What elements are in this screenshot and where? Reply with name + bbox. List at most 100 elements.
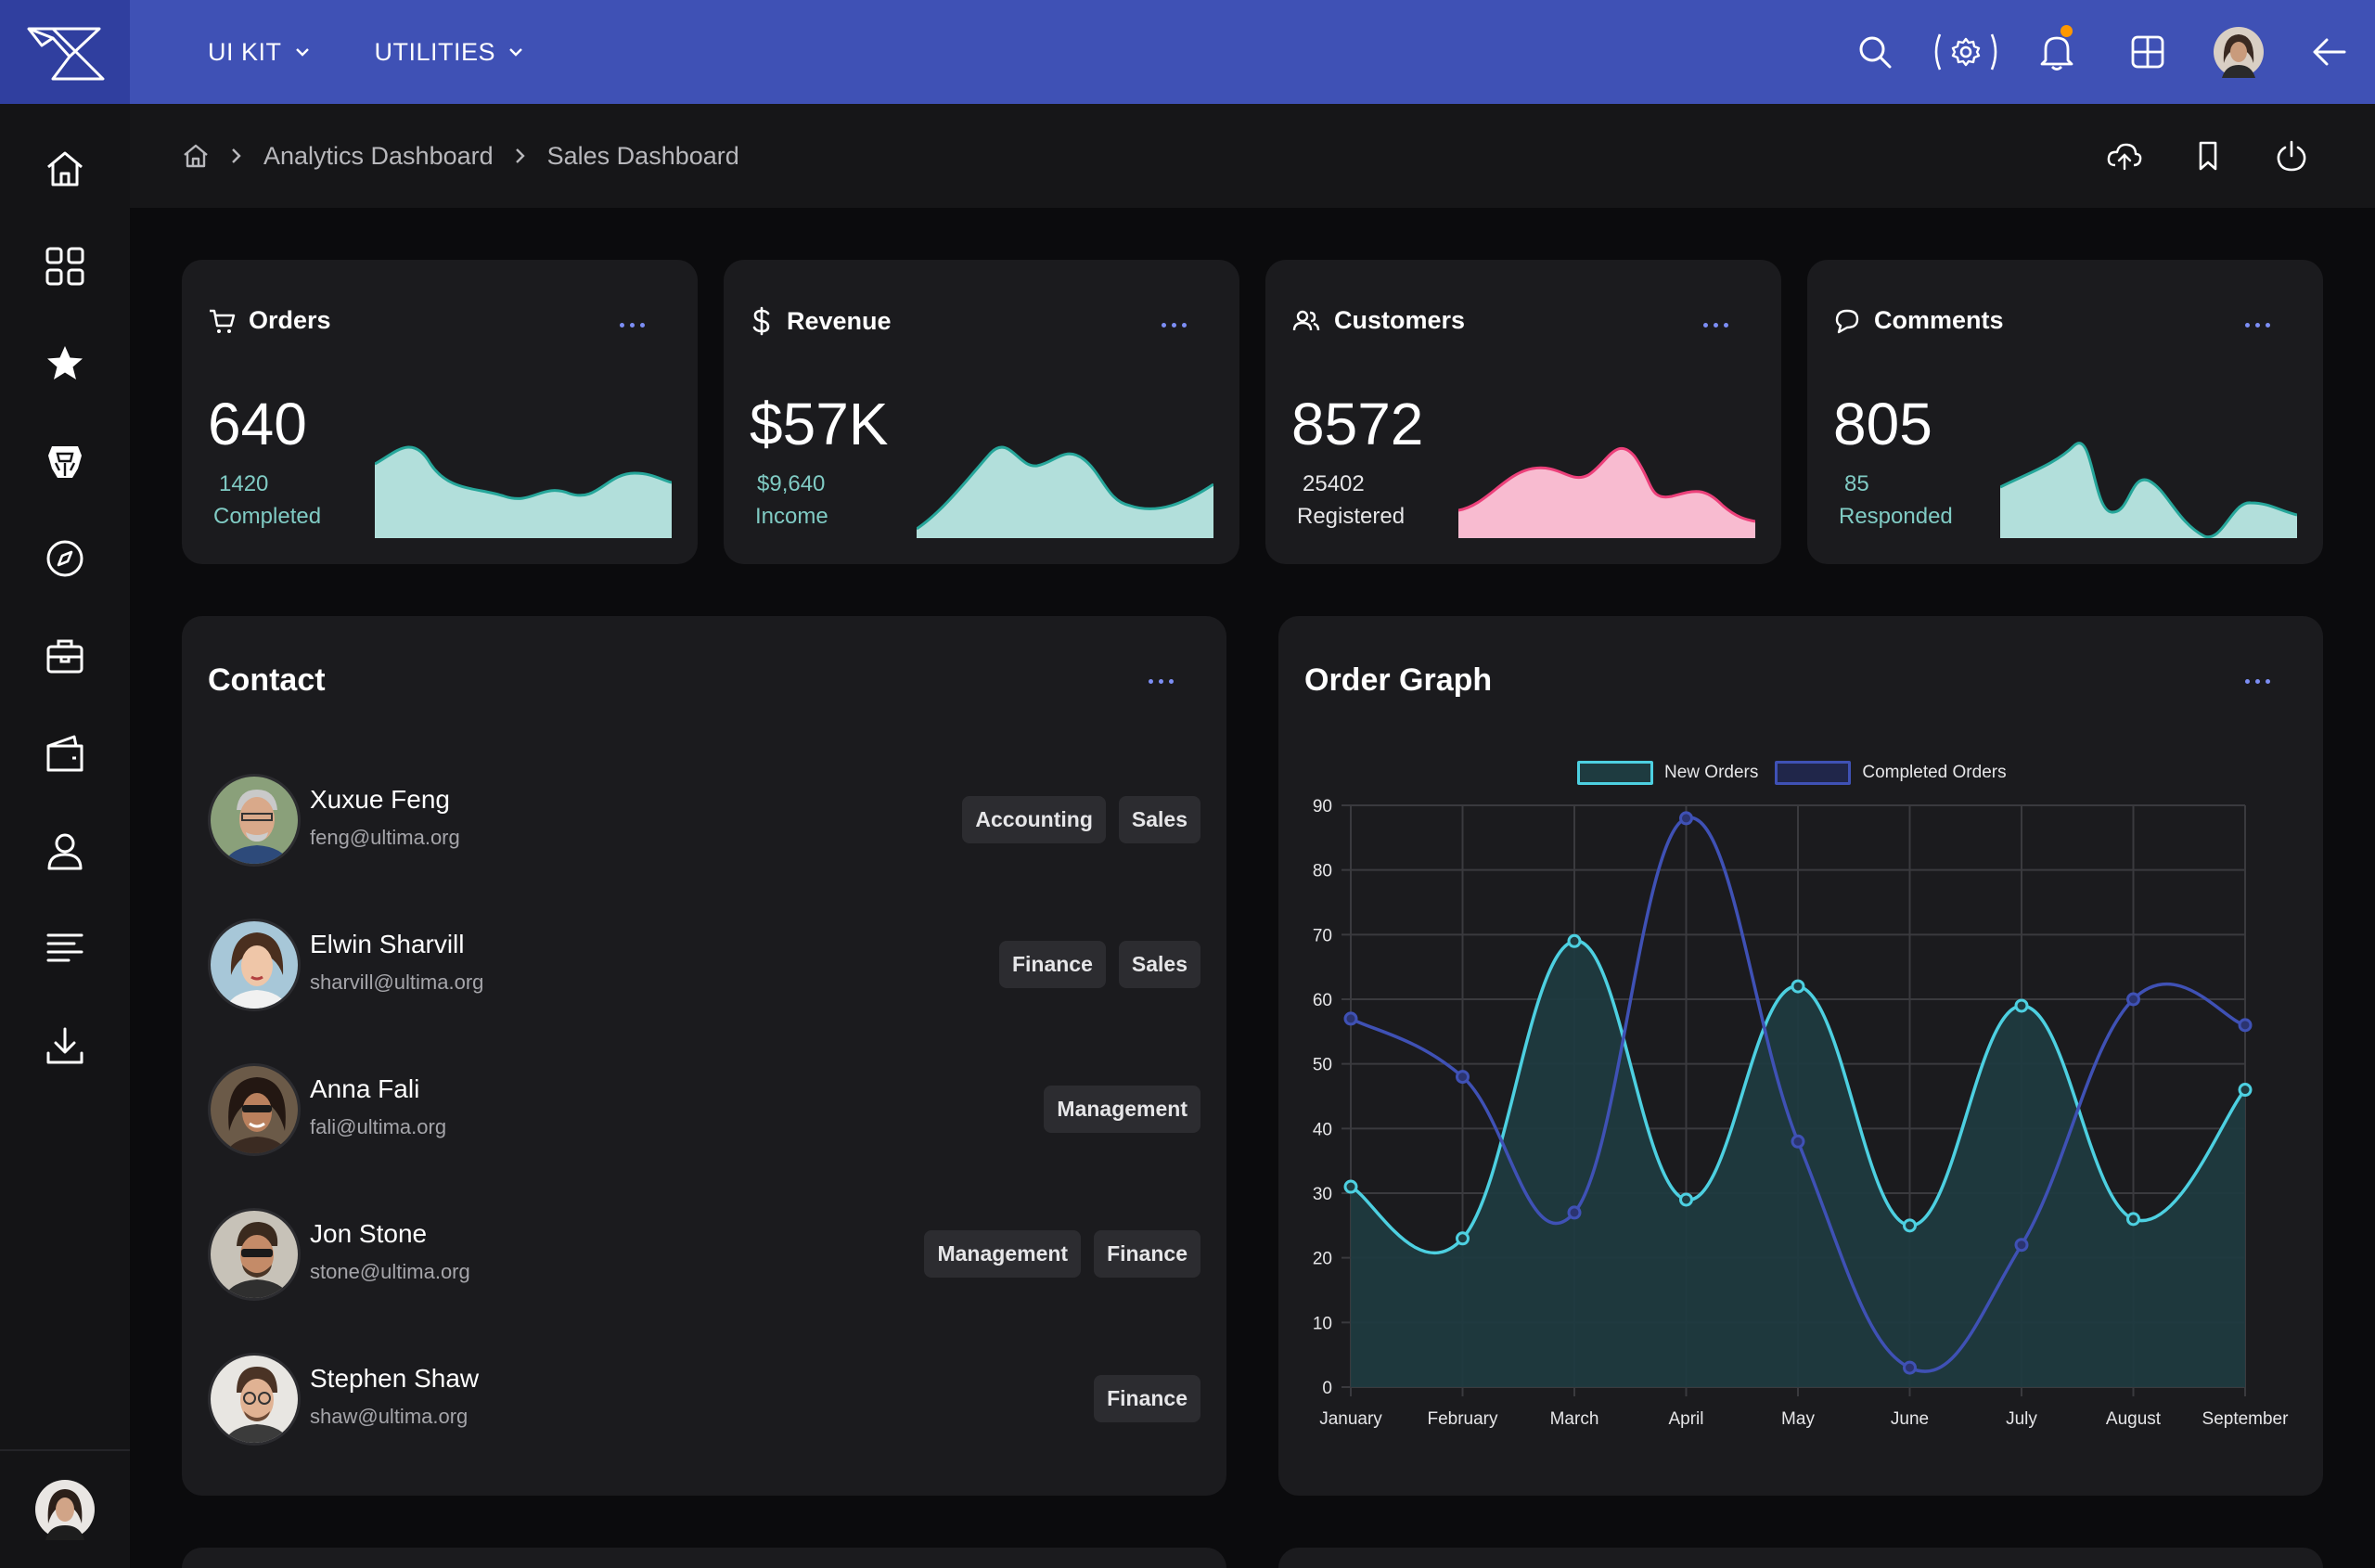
contact-tag: Management — [1044, 1086, 1200, 1133]
chevron-down-icon — [509, 48, 522, 57]
x-tick-label: June — [1891, 1409, 1929, 1429]
breadcrumb-sales-dashboard[interactable]: Sales Dashboard — [546, 141, 739, 170]
stat-title: Revenue — [787, 306, 892, 335]
data-point — [1903, 1360, 1917, 1375]
data-point — [2014, 1238, 2029, 1253]
more-options-button[interactable] — [2245, 323, 2270, 328]
power-icon[interactable] — [2273, 139, 2310, 173]
contact-tag: Sales — [1118, 796, 1200, 843]
sidebar-item-explore[interactable] — [0, 531, 130, 586]
top-bar: UI KIT UTILITIES — [0, 0, 2375, 104]
sidebar-item-work[interactable] — [0, 628, 130, 684]
data-point — [1791, 979, 1805, 994]
contact-email: feng@ultima.org — [310, 826, 460, 849]
data-point — [2238, 1018, 2253, 1033]
user-avatar-button[interactable] — [2193, 0, 2284, 104]
sidebar-item-home[interactable] — [0, 141, 130, 197]
x-tick-label: April — [1668, 1409, 1703, 1429]
bottom-card-right — [1278, 1548, 2323, 1568]
chat-icon — [1835, 309, 1859, 333]
cart-icon — [210, 309, 236, 333]
contact-row[interactable]: Anna Fali fali@ultima.org Management — [208, 1061, 1200, 1158]
data-point — [1567, 933, 1582, 948]
avatar — [208, 1353, 301, 1446]
series-line-1 — [1350, 816, 2246, 1373]
contact-tag: Accounting — [962, 796, 1106, 843]
bookmark-icon[interactable] — [2189, 140, 2227, 172]
settings-button[interactable] — [1920, 0, 2011, 104]
sidebar-item-robot[interactable] — [0, 433, 130, 489]
contact-row[interactable]: Elwin Sharvill sharvill@ultima.org Finan… — [208, 917, 1200, 1013]
legend-swatch — [1577, 761, 1653, 785]
legend-label: New Orders — [1664, 763, 1759, 782]
chevron-right-icon — [232, 148, 241, 163]
avatar — [208, 1063, 301, 1156]
contact-tag: Finance — [1094, 1375, 1200, 1422]
sidebar-item-wallet[interactable] — [0, 726, 130, 781]
app-logo[interactable] — [0, 0, 130, 104]
breadcrumb-bar: Analytics Dashboard Sales Dashboard — [130, 104, 2375, 208]
breadcrumb: Analytics Dashboard Sales Dashboard — [182, 104, 739, 208]
more-options-button[interactable] — [2245, 679, 2270, 684]
chevron-down-icon — [295, 48, 309, 57]
data-point — [1903, 1218, 1917, 1233]
stat-card-orders: Orders 640 1420 Completed — [182, 260, 698, 564]
cloud-upload-icon[interactable] — [2106, 140, 2143, 172]
sidebar-user[interactable] — [0, 1449, 130, 1568]
customers-sparkline — [1458, 446, 1755, 538]
robot-icon — [48, 446, 82, 478]
breadcrumb-analytics-dashboard[interactable]: Analytics Dashboard — [263, 141, 494, 170]
x-tick-label: February — [1427, 1409, 1498, 1429]
data-point — [1679, 811, 1693, 826]
logo-icon — [27, 27, 105, 81]
contact-name: Xuxue Feng — [310, 785, 450, 814]
chevron-right-icon — [515, 148, 525, 163]
x-tick-label: August — [2106, 1409, 2162, 1429]
sidebar-item-download[interactable] — [0, 1018, 130, 1073]
contact-tag: Sales — [1118, 941, 1200, 988]
contact-name: Stephen Shaw — [310, 1364, 480, 1393]
nav-ui-kit-label: UI KIT — [208, 37, 282, 66]
nav-utilities[interactable]: UTILITIES — [375, 38, 524, 67]
data-point — [2014, 998, 2029, 1013]
revenue-sparkline — [917, 445, 1213, 538]
more-options-button[interactable] — [1162, 323, 1187, 328]
legend-item-completed-orders[interactable]: Completed Orders — [1775, 761, 2007, 785]
y-tick-label: 20 — [1313, 1250, 1332, 1269]
data-point — [1567, 1205, 1582, 1220]
stat-sub-label: Income — [755, 504, 828, 529]
nav-ui-kit[interactable]: UI KIT — [208, 38, 310, 67]
sidebar-item-text[interactable] — [0, 920, 130, 976]
sidebar-item-dashboard[interactable] — [0, 238, 130, 294]
home-icon[interactable] — [182, 142, 210, 170]
contact-row[interactable]: Stephen Shaw shaw@ultima.org Finance — [208, 1351, 1200, 1447]
sidebar-item-favorites[interactable] — [0, 336, 130, 392]
contact-email: stone@ultima.org — [310, 1260, 470, 1283]
dollar-icon — [752, 306, 770, 336]
more-options-button[interactable] — [620, 323, 645, 328]
bottom-card-left — [182, 1548, 1226, 1568]
contact-row[interactable]: Xuxue Feng feng@ultima.org Accounting Sa… — [208, 772, 1200, 868]
legend-label: Completed Orders — [1862, 763, 2007, 782]
back-button[interactable] — [2284, 0, 2375, 104]
more-options-button[interactable] — [1703, 323, 1728, 328]
stat-sub-label: Completed — [213, 504, 322, 529]
y-tick-label: 70 — [1313, 926, 1332, 945]
y-tick-label: 30 — [1313, 1185, 1332, 1204]
stat-card-customers: Customers 8572 25402 Registered — [1265, 260, 1781, 564]
user-icon — [47, 833, 83, 870]
contact-email: sharvill@ultima.org — [310, 970, 484, 994]
more-options-button[interactable] — [1149, 679, 1174, 684]
contact-title: Contact — [208, 662, 326, 698]
contact-row[interactable]: Jon Stone stone@ultima.org Management Fi… — [208, 1206, 1200, 1303]
legend-item-new-orders[interactable]: New Orders — [1577, 761, 1758, 785]
apps-button[interactable] — [2102, 0, 2193, 104]
sidebar-item-profile[interactable] — [0, 823, 130, 879]
search-button[interactable] — [1829, 0, 1920, 104]
nav-utilities-label: UTILITIES — [374, 37, 496, 66]
stat-card-revenue: Revenue $57K $9,640 Income — [724, 260, 1239, 564]
stat-card-comments: Comments 805 85 Responded — [1807, 260, 2323, 564]
notifications-button[interactable] — [2011, 0, 2102, 104]
contact-name: Anna Fali — [310, 1074, 420, 1103]
stat-value: 640 — [208, 391, 307, 457]
